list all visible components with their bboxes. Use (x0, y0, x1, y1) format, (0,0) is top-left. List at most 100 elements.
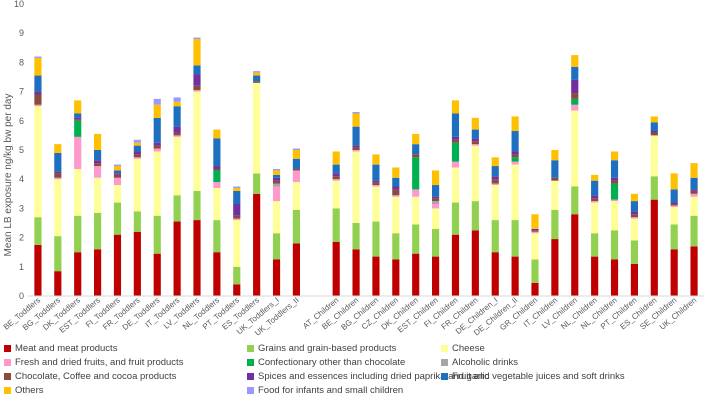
bar-segment (610, 230, 619, 260)
bar-segment (54, 271, 62, 296)
legend-swatch (4, 373, 11, 380)
bar-segment (193, 65, 201, 75)
bar-segment (372, 221, 380, 257)
legend-label: Food for infants and small children (258, 385, 404, 396)
bar-segment (630, 214, 638, 218)
y-tick-label: 6 (19, 116, 24, 126)
bar-segment (372, 154, 380, 165)
bar-segment (471, 145, 479, 202)
bar-segment (213, 166, 221, 169)
bar-segment (332, 180, 340, 209)
bar-segment (272, 177, 281, 181)
y-tick-label: 9 (19, 28, 24, 38)
bar-segment (372, 256, 380, 296)
bar-segment (670, 249, 678, 296)
bar-segment (173, 97, 181, 102)
bar-segment (253, 193, 261, 296)
legend-label: Alcoholic drinks (452, 357, 518, 368)
bar-segment (193, 91, 201, 191)
bar-segment (54, 236, 62, 272)
bar-segment (432, 201, 440, 205)
bar-segment (471, 138, 479, 142)
bar-segment (630, 240, 638, 264)
bar-segment (571, 79, 579, 94)
legend-swatch (247, 387, 254, 394)
bar-segment (412, 144, 420, 155)
bar-segment (471, 144, 479, 146)
bar-segment (551, 150, 559, 161)
bar-segment (153, 148, 161, 152)
bar-segment (113, 170, 122, 174)
bar-segment (292, 168, 300, 171)
bar-segment (690, 190, 698, 194)
bar-segment (253, 82, 261, 174)
bar-segment (193, 74, 201, 86)
bar-segment (650, 132, 658, 136)
bar-segment (591, 195, 599, 199)
bar-segment (74, 252, 82, 296)
bar-segment (233, 204, 241, 216)
bar-segment (392, 233, 400, 260)
y-tick-label: 1 (19, 262, 24, 272)
bar-segment (551, 180, 559, 210)
bar-segment (412, 157, 420, 190)
bar-segment (113, 234, 122, 296)
bar-segment (432, 204, 440, 209)
bar-segment (432, 198, 440, 202)
bar-segment (690, 215, 698, 247)
legend: Meat and meat products Grains and grain-b… (0, 340, 709, 402)
bar-segment (650, 176, 658, 200)
legend-label: Others (15, 385, 44, 396)
bar-segment (272, 186, 281, 202)
bar-segment (352, 112, 360, 114)
bar-segment (372, 164, 380, 181)
bar-segment (94, 249, 102, 296)
bar-segment (272, 183, 281, 187)
bar-segment (610, 151, 619, 161)
bar-segment (173, 106, 181, 127)
bar-segment (372, 182, 380, 186)
bar-segment (571, 93, 579, 99)
legend-label: Fruit and vegetable juices and soft drin… (452, 371, 625, 382)
bar-segment (352, 145, 360, 148)
bars (34, 37, 698, 296)
bar-segment (392, 186, 400, 190)
bar-segment (233, 187, 241, 191)
bar-segment (650, 122, 658, 132)
bar-segment (74, 215, 82, 253)
bar-segment (591, 256, 599, 296)
bar-segment (471, 230, 479, 296)
bar-segment (392, 195, 400, 197)
legend-label: Confectionary other than chocolate (258, 357, 406, 368)
bar-segment (74, 119, 82, 121)
bar-segment (352, 147, 360, 150)
bar-segment (113, 174, 122, 178)
legend-label: Spices and essences including dried papr… (258, 371, 490, 382)
bar-segment (690, 196, 698, 216)
bar-segment (491, 185, 499, 221)
bar-segment (670, 202, 678, 205)
bar-segment (94, 163, 102, 167)
bar-segment (292, 243, 300, 296)
bar-segment (173, 132, 181, 136)
bar-segment (332, 164, 340, 174)
bar-segment (113, 166, 122, 171)
bar-segment (54, 179, 62, 237)
bar-segment (173, 221, 181, 296)
bar-segment (630, 218, 638, 241)
bar-segment (253, 72, 261, 76)
bar-segment (272, 233, 281, 260)
bar-segment (352, 113, 360, 127)
bar-segment (352, 249, 360, 296)
bar-segment (630, 211, 638, 215)
bar-segment (511, 131, 519, 152)
bar-segment (491, 157, 499, 167)
bar-segment (531, 230, 539, 232)
bar-segment (94, 133, 102, 150)
bar-segment (153, 253, 161, 296)
bar-segment (133, 154, 141, 158)
bar-segment (153, 145, 161, 149)
legend-swatch (247, 345, 254, 352)
legend-label: Fresh and dried fruits, and fruit produc… (15, 357, 184, 368)
bar-segment (74, 120, 82, 137)
